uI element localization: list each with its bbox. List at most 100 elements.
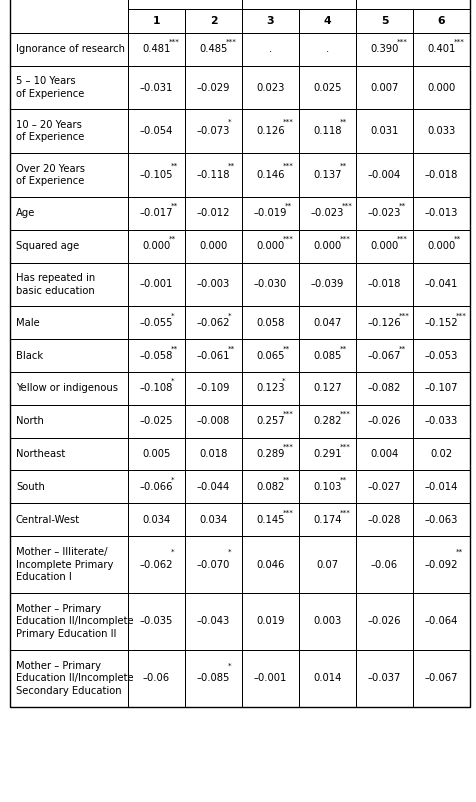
Text: 0.033: 0.033 bbox=[427, 126, 456, 136]
Text: **: ** bbox=[456, 549, 463, 555]
Text: **: ** bbox=[339, 163, 347, 168]
Text: –0.092: –0.092 bbox=[425, 560, 458, 569]
Text: .: . bbox=[326, 44, 329, 55]
Bar bbox=[185, 593, 242, 650]
Text: 0.289: 0.289 bbox=[256, 449, 285, 459]
Text: **: ** bbox=[171, 346, 178, 351]
Text: –0.012: –0.012 bbox=[197, 209, 230, 218]
Bar bbox=[299, 33, 356, 66]
Text: 0.023: 0.023 bbox=[256, 83, 285, 92]
Text: 0.000: 0.000 bbox=[257, 241, 285, 251]
Text: 0.000: 0.000 bbox=[427, 83, 456, 92]
Bar bbox=[128, 593, 185, 650]
Text: –0.109: –0.109 bbox=[197, 383, 230, 394]
Bar bbox=[299, 372, 356, 405]
Text: 0.174: 0.174 bbox=[313, 515, 342, 525]
Bar bbox=[242, 438, 299, 471]
Text: ***: *** bbox=[340, 236, 351, 242]
Text: ***: *** bbox=[397, 236, 408, 242]
Text: –0.026: –0.026 bbox=[368, 617, 401, 626]
Bar bbox=[356, 109, 413, 153]
Text: 0.000: 0.000 bbox=[142, 241, 170, 251]
Text: 0.02: 0.02 bbox=[430, 449, 453, 459]
Bar bbox=[10, 536, 128, 593]
Bar bbox=[185, 405, 242, 438]
Bar bbox=[10, 504, 128, 536]
Bar bbox=[299, 197, 356, 229]
Bar bbox=[242, 153, 299, 197]
Bar bbox=[185, 66, 242, 109]
Text: 10 – 20 Years
of Experience: 10 – 20 Years of Experience bbox=[16, 120, 84, 143]
Text: 0.005: 0.005 bbox=[142, 449, 171, 459]
Bar bbox=[356, 306, 413, 339]
Text: –0.028: –0.028 bbox=[368, 515, 401, 525]
Text: –0.073: –0.073 bbox=[197, 126, 230, 136]
Text: –0.035: –0.035 bbox=[140, 617, 173, 626]
Text: –0.044: –0.044 bbox=[197, 482, 230, 492]
Text: –0.063: –0.063 bbox=[425, 515, 458, 525]
Text: 0.257: 0.257 bbox=[256, 416, 285, 426]
Text: –0.126: –0.126 bbox=[367, 318, 401, 328]
Bar bbox=[356, 66, 413, 109]
Bar bbox=[10, 372, 128, 405]
Text: 0.137: 0.137 bbox=[313, 170, 342, 180]
Bar bbox=[413, 33, 470, 66]
Bar bbox=[10, 650, 128, 707]
Bar bbox=[128, 536, 185, 593]
Text: –0.001: –0.001 bbox=[140, 279, 173, 290]
Bar bbox=[299, 306, 356, 339]
Bar bbox=[242, 0, 356, 9]
Bar bbox=[128, 109, 185, 153]
Bar bbox=[10, 262, 128, 306]
Text: ***: *** bbox=[340, 444, 351, 450]
Text: –0.043: –0.043 bbox=[197, 617, 230, 626]
Bar bbox=[10, 405, 128, 438]
Bar bbox=[242, 33, 299, 66]
Text: –0.018: –0.018 bbox=[368, 279, 401, 290]
Text: Yellow or indigenous: Yellow or indigenous bbox=[16, 383, 118, 394]
Text: Male: Male bbox=[16, 318, 40, 328]
Bar bbox=[10, 66, 128, 109]
Text: 0.000: 0.000 bbox=[427, 241, 456, 251]
Bar bbox=[128, 438, 185, 471]
Text: **: ** bbox=[282, 346, 290, 351]
Text: –0.017: –0.017 bbox=[140, 209, 173, 218]
Text: –0.064: –0.064 bbox=[425, 617, 458, 626]
Bar bbox=[10, 438, 128, 471]
Bar bbox=[185, 153, 242, 197]
Bar bbox=[185, 109, 242, 153]
Text: –0.025: –0.025 bbox=[140, 416, 173, 426]
Text: 0.007: 0.007 bbox=[370, 83, 399, 92]
Text: 0.025: 0.025 bbox=[313, 83, 342, 92]
Text: 5 – 10 Years
of Experience: 5 – 10 Years of Experience bbox=[16, 76, 84, 99]
Bar bbox=[413, 471, 470, 504]
Text: –0.053: –0.053 bbox=[425, 350, 458, 361]
Text: –0.030: –0.030 bbox=[254, 279, 287, 290]
Text: 0.034: 0.034 bbox=[199, 515, 228, 525]
Bar bbox=[242, 339, 299, 372]
Text: Central-West: Central-West bbox=[16, 515, 80, 525]
Text: **: ** bbox=[454, 236, 461, 242]
Bar bbox=[413, 536, 470, 593]
Text: *: * bbox=[228, 313, 231, 318]
Bar bbox=[242, 504, 299, 536]
Bar bbox=[10, 471, 128, 504]
Bar bbox=[299, 438, 356, 471]
Bar bbox=[413, 650, 470, 707]
Bar bbox=[128, 33, 185, 66]
Text: ***: *** bbox=[283, 119, 294, 124]
Text: –0.070: –0.070 bbox=[197, 560, 230, 569]
Text: –0.004: –0.004 bbox=[368, 170, 401, 180]
Text: **: ** bbox=[339, 119, 347, 124]
Bar bbox=[356, 9, 413, 33]
Text: –0.014: –0.014 bbox=[425, 482, 458, 492]
Bar bbox=[10, 0, 128, 33]
Text: 0.000: 0.000 bbox=[370, 241, 398, 251]
Text: –0.067: –0.067 bbox=[368, 350, 401, 361]
Text: –0.001: –0.001 bbox=[254, 674, 287, 683]
Text: ***: *** bbox=[342, 203, 353, 209]
Bar bbox=[10, 306, 128, 339]
Bar bbox=[242, 536, 299, 593]
Text: 0.082: 0.082 bbox=[256, 482, 285, 492]
Text: –0.031: –0.031 bbox=[140, 83, 173, 92]
